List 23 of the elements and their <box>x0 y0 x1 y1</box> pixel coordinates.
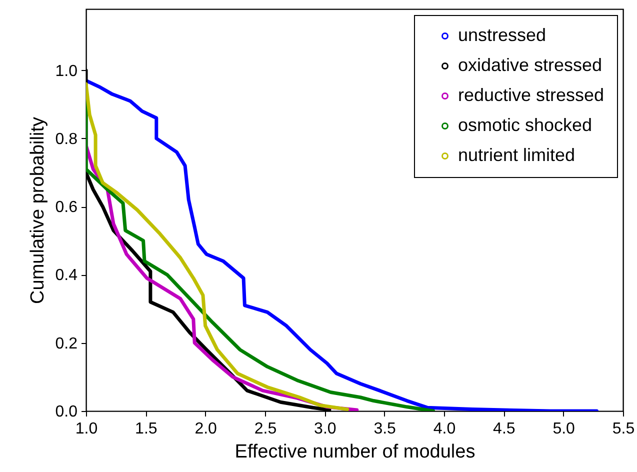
y-tick-label: 0.8 <box>55 130 78 148</box>
x-tick-label: 1.0 <box>75 420 98 438</box>
x-tick-label: 1.5 <box>135 420 158 438</box>
x-tick-label: 4.0 <box>433 420 456 438</box>
legend-label: nutrient limited <box>458 145 576 165</box>
y-tick-label: 1.0 <box>55 62 78 80</box>
x-tick-label: 5.0 <box>552 420 576 438</box>
y-tick-label: 0.4 <box>55 267 78 284</box>
legend-label: unstressed <box>458 25 546 45</box>
x-tick-label: 3.5 <box>374 420 396 438</box>
x-axis-title: Effective number of modules <box>234 442 476 462</box>
legend-label: oxidative stressed <box>458 55 602 75</box>
x-tick-label: 2.0 <box>194 420 218 438</box>
x-tick-label: 2.5 <box>254 420 277 438</box>
x-tick-label: 4.5 <box>493 420 516 438</box>
x-tick-label: 5.5 <box>612 420 635 438</box>
y-tick-label: 0.2 <box>55 335 78 352</box>
x-tick-label: 3.0 <box>314 420 336 438</box>
y-axis-title: Cumulative probability <box>27 116 48 304</box>
y-tick-label: 0.0 <box>55 404 78 420</box>
y-tick-label: 0.6 <box>55 199 78 216</box>
legend-label: osmotic shocked <box>458 115 592 135</box>
legend-label: reductive stressed <box>458 85 604 105</box>
